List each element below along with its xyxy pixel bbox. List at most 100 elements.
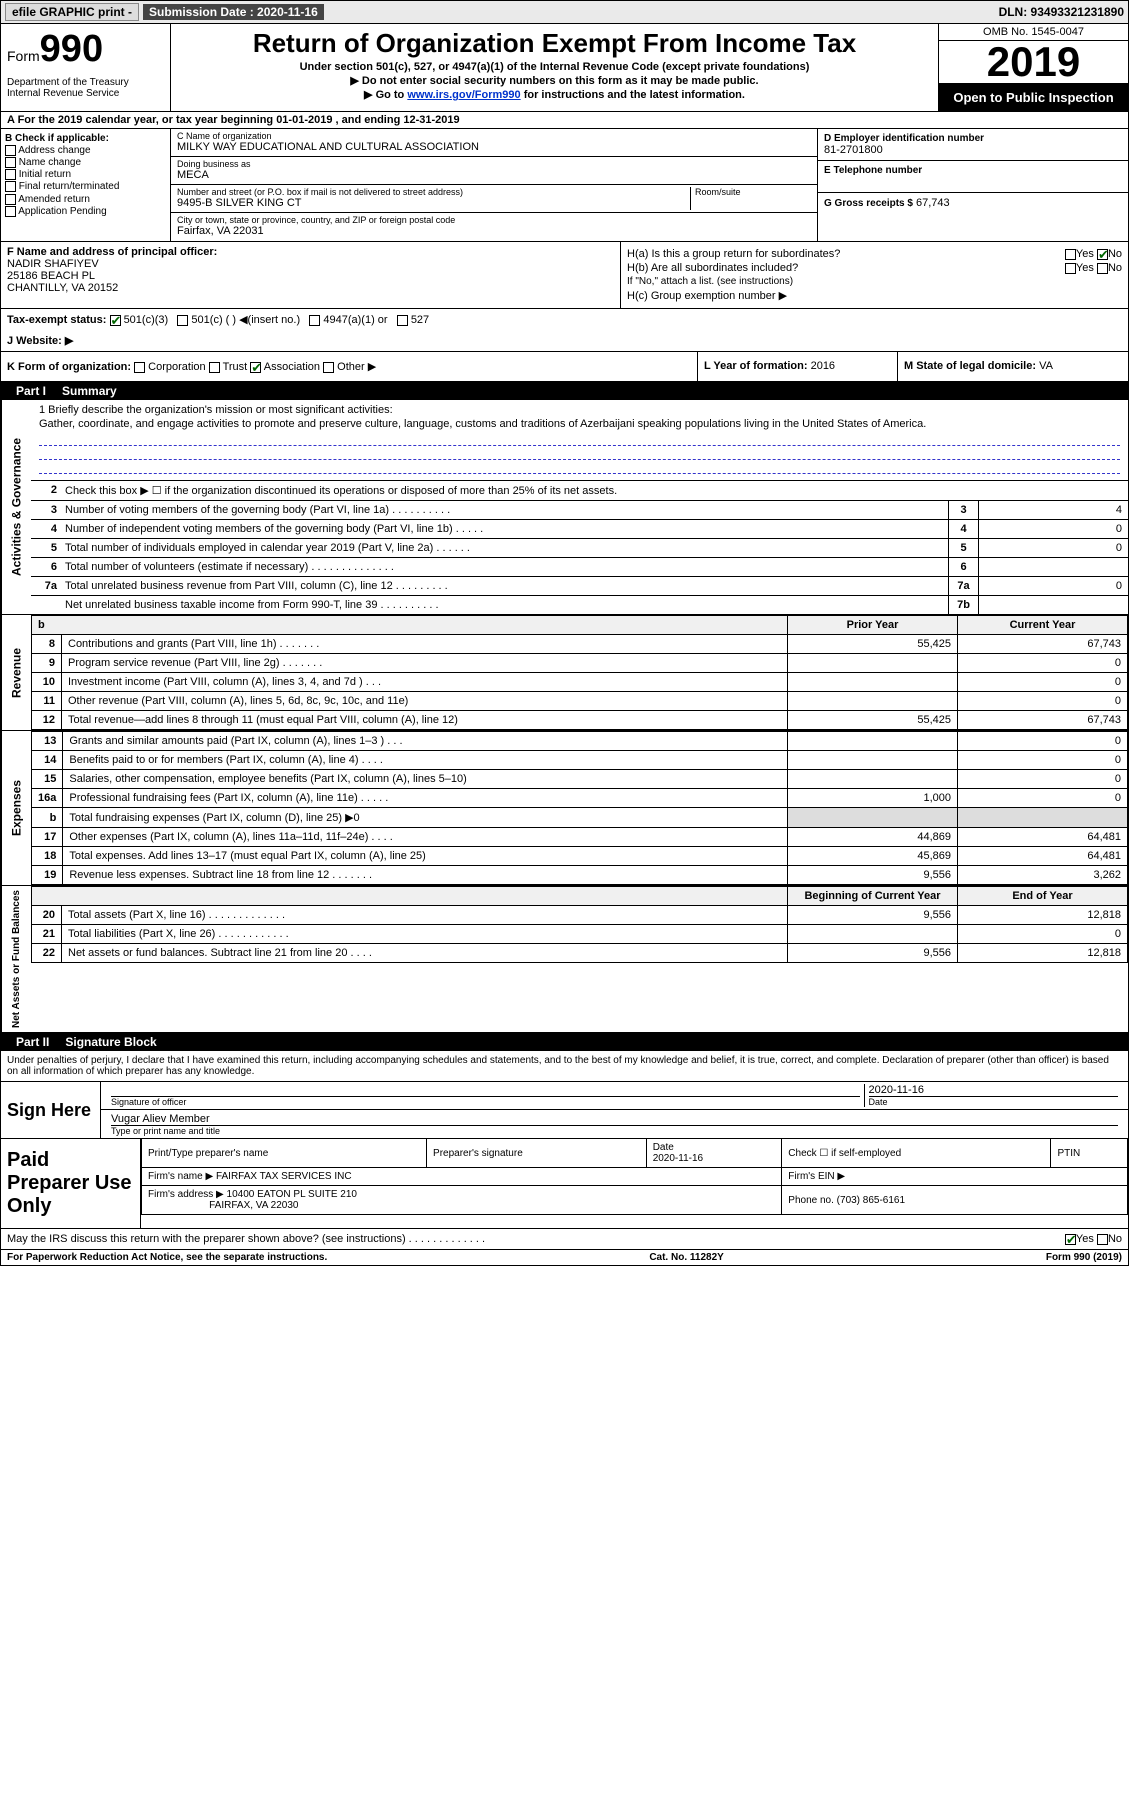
expenses-table: 13Grants and similar amounts paid (Part … [31,731,1128,885]
revenue-table: b Prior Year Current Year 8Contributions… [31,615,1128,730]
net-row: 21Total liabilities (Part X, line 26) . … [32,925,1128,944]
expenses-block: Expenses 13Grants and similar amounts pa… [0,731,1129,886]
dash-line [39,448,1120,460]
rev-label: Revenue [1,615,31,730]
net-row: 20Total assets (Part X, line 16) . . . .… [32,906,1128,925]
gov-row: 5Total number of individuals employed in… [31,539,1128,558]
exp-row: 15Salaries, other compensation, employee… [32,770,1128,789]
preparer-row: Paid Preparer Use Only Print/Type prepar… [0,1139,1129,1229]
header-right: OMB No. 1545-0047 2019 Open to Public In… [938,24,1128,111]
chk-discuss-yes[interactable] [1065,1234,1076,1245]
chk-corp[interactable] [134,362,145,373]
form-org-k: K Form of organization: Corporation Trus… [1,352,698,381]
header-mid: Return of Organization Exempt From Incom… [171,24,938,111]
website-row: J Website: ▶ [0,330,1129,352]
topbar: efile GRAPHIC print - Submission Date : … [0,0,1129,24]
gov-row: 3Number of voting members of the governi… [31,501,1128,520]
current-year-header: Current Year [958,616,1128,635]
gov-label: Activities & Governance [1,400,31,614]
preparer-table: Print/Type preparer's name Preparer's si… [141,1139,1128,1215]
line2-row: 2 Check this box ▶ ☐ if the organization… [31,481,1128,501]
rev-row: 8Contributions and grants (Part VIII, li… [32,635,1128,654]
hb-row: H(b) Are all subordinates included? Yes … [627,262,1122,274]
chk-other[interactable] [323,362,334,373]
subtitle-1: Under section 501(c), 527, or 4947(a)(1)… [177,61,932,73]
rev-row: 10Investment income (Part VIII, column (… [32,673,1128,692]
b-title: B Check if applicable: [5,133,166,144]
header-left: Form990 Department of the Treasury Inter… [1,24,171,111]
exp-row: 19Revenue less expenses. Subtract line 1… [32,866,1128,885]
city-row: City or town, state or province, country… [171,213,817,241]
chk-address[interactable]: Address change [5,145,166,156]
chk-501c3[interactable] [110,315,121,326]
exp-row: 17Other expenses (Part IX, column (A), l… [32,828,1128,847]
form-number: Form990 [7,28,164,71]
chk-amended[interactable]: Amended return [5,194,166,205]
mission-text: Gather, coordinate, and engage activitie… [39,418,1120,430]
open-public-badge: Open to Public Inspection [939,84,1128,111]
paperwork-notice: For Paperwork Reduction Act Notice, see … [7,1252,327,1263]
dln: DLN: 93493321231890 [999,5,1124,19]
revenue-block: Revenue b Prior Year Current Year 8Contr… [0,615,1129,731]
exp-row: 14Benefits paid to or for members (Part … [32,751,1128,770]
ha-row: H(a) Is this a group return for subordin… [627,248,1122,260]
cat-number: Cat. No. 11282Y [649,1252,723,1263]
rev-row: 12Total revenue—add lines 8 through 11 (… [32,711,1128,730]
netassets-table: Beginning of Current Year End of Year 20… [31,886,1128,963]
beg-year-header: Beginning of Current Year [788,887,958,906]
chk-assoc[interactable] [250,362,261,373]
part2-header: Part II Signature Block [0,1033,1129,1051]
chk-initial[interactable]: Initial return [5,169,166,180]
form-title: Return of Organization Exempt From Incom… [177,28,932,59]
preparer-label: Paid Preparer Use Only [1,1139,141,1228]
subtitle-2: ▶ Do not enter social security numbers o… [177,74,932,87]
netassets-block: Net Assets or Fund Balances Beginning of… [0,886,1129,1033]
chk-name[interactable]: Name change [5,157,166,168]
part1-header: Part I Summary [0,382,1129,400]
discuss-row: May the IRS discuss this return with the… [0,1229,1129,1250]
chk-discuss-no[interactable] [1097,1234,1108,1245]
net-label: Net Assets or Fund Balances [1,886,31,1032]
chk-trust[interactable] [209,362,220,373]
fh-row: F Name and address of principal officer:… [0,242,1129,309]
address-row: Number and street (or P.O. box if mail i… [171,185,817,213]
org-name-row: C Name of organization MILKY WAY EDUCATI… [171,129,817,157]
dept-label: Department of the Treasury Internal Reve… [7,77,164,99]
klm-row: K Form of organization: Corporation Trus… [0,352,1129,382]
gov-row: 6Total number of volunteers (estimate if… [31,558,1128,577]
irs-link[interactable]: www.irs.gov/Form990 [407,89,520,101]
h-note: If "No," attach a list. (see instruction… [627,276,1122,287]
sign-here-row: Sign Here Signature of officer 2020-11-1… [0,1082,1129,1139]
check-column-b: B Check if applicable: Address change Na… [1,129,171,241]
chk-final[interactable]: Final return/terminated [5,181,166,192]
line-a: A For the 2019 calendar year, or tax yea… [0,112,1129,129]
tax-status-row: Tax-exempt status: 501(c)(3) 501(c) ( ) … [0,309,1129,330]
year-formation: L Year of formation: 2016 [698,352,898,381]
dash-line [39,434,1120,446]
form-footer: For Paperwork Reduction Act Notice, see … [0,1250,1129,1266]
group-return-info: H(a) Is this a group return for subordin… [621,242,1128,308]
ein-row: D Employer identification number 81-2701… [818,129,1128,161]
chk-4947[interactable] [309,315,320,326]
officer-info: F Name and address of principal officer:… [1,242,621,308]
exp-row: 18Total expenses. Add lines 13–17 (must … [32,847,1128,866]
governance-block: Activities & Governance 1 Briefly descri… [0,400,1129,615]
submission-date: Submission Date : 2020-11-16 [143,4,324,20]
exp-row: 13Grants and similar amounts paid (Part … [32,732,1128,751]
tax-year: 2019 [939,41,1128,84]
state-domicile: M State of legal domicile: VA [898,352,1128,381]
exp-label: Expenses [1,731,31,885]
exp-row: 16aProfessional fundraising fees (Part I… [32,789,1128,808]
subtitle-3: ▶ Go to www.irs.gov/Form990 for instruct… [177,88,932,101]
sign-here-label: Sign Here [1,1082,101,1138]
chk-501c[interactable] [177,315,188,326]
efile-label[interactable]: efile GRAPHIC print - [5,3,139,21]
gov-row: Net unrelated business taxable income fr… [31,596,1128,614]
chk-pending[interactable]: Application Pending [5,206,166,217]
chk-527[interactable] [397,315,408,326]
declaration: Under penalties of perjury, I declare th… [0,1051,1129,1082]
rev-row: 9Program service revenue (Part VIII, lin… [32,654,1128,673]
prior-year-header: Prior Year [788,616,958,635]
gov-row: 7aTotal unrelated business revenue from … [31,577,1128,596]
exp-row: bTotal fundraising expenses (Part IX, co… [32,808,1128,828]
